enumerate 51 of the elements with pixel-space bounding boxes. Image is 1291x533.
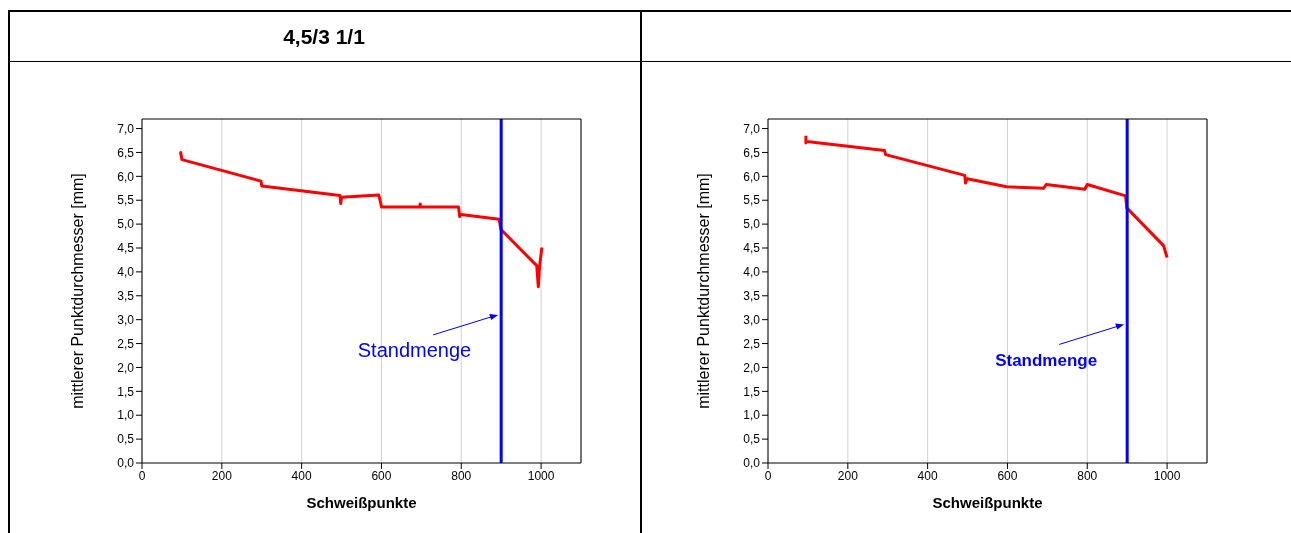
chart-title: 4,5/3 1/1: [282, 24, 366, 50]
y-tick-label: 1,0: [743, 408, 761, 423]
x-tick-label: 200: [837, 468, 859, 483]
y-tick-label: 1,5: [743, 384, 761, 399]
y-tick-label: 0,0: [743, 456, 761, 471]
y-tick-label: 6,5: [117, 145, 135, 160]
x-axis-title: Schweißpunkte: [306, 494, 417, 511]
y-tick-label: 1,5: [117, 384, 135, 399]
x-tick-label: 1000: [527, 468, 555, 483]
x-tick-label: 600: [371, 468, 392, 483]
y-axis-title: mittlerer Punktdurchmesser [mm]: [694, 173, 712, 409]
y-tick-label: 5,5: [743, 193, 761, 208]
y-tick-label: 5,0: [743, 217, 761, 232]
x-tick-label: 0: [764, 468, 772, 483]
annotation: Standmenge: [357, 338, 472, 361]
y-tick-label: 4,0: [743, 265, 761, 280]
line-series: [804, 134, 1169, 260]
y-tick-label: 3,5: [117, 289, 135, 304]
y-tick-label: 3,5: [743, 289, 761, 304]
y-tick-label: 7,0: [117, 121, 135, 136]
y-tick-label: 6,0: [117, 169, 135, 184]
y-tick-label: 3,0: [117, 312, 135, 327]
y-axis-title: mittlerer Punktdurchmesser [mm]: [68, 173, 86, 409]
x-tick-label: 800: [1077, 468, 1098, 483]
y-tick-label: 2,0: [117, 360, 135, 375]
y-tick-label: 0,5: [117, 432, 135, 447]
y-tick-label: 2,0: [743, 360, 761, 375]
y-tick-label: 0,0: [117, 456, 135, 471]
y-tick-label: 5,0: [117, 217, 135, 232]
x-tick-label: 0: [138, 468, 146, 483]
x-axis-title: Schweißpunkte: [932, 494, 1043, 511]
y-tick-label: 5,5: [117, 193, 135, 208]
y-tick-label: 4,0: [117, 265, 135, 280]
x-tick-label: 600: [997, 468, 1018, 483]
y-tick-label: 0,5: [743, 432, 761, 447]
line-series: [179, 150, 544, 289]
y-tick-label: 7,0: [743, 121, 761, 136]
y-tick-label: 4,5: [743, 241, 761, 256]
y-tick-label: 2,5: [743, 336, 761, 351]
x-tick-label: 200: [211, 468, 233, 483]
x-tick-label: 1000: [1153, 468, 1181, 483]
x-tick-label: 400: [917, 468, 938, 483]
y-tick-label: 2,5: [117, 336, 135, 351]
y-tick-label: 4,5: [117, 241, 135, 256]
y-tick-label: 6,0: [743, 169, 761, 184]
y-tick-label: 1,0: [117, 408, 135, 423]
y-tick-label: 6,5: [743, 145, 761, 160]
x-tick-label: 800: [451, 468, 472, 483]
x-tick-label: 400: [291, 468, 312, 483]
y-tick-label: 3,0: [743, 312, 761, 327]
annotation: Standmenge: [995, 351, 1098, 371]
